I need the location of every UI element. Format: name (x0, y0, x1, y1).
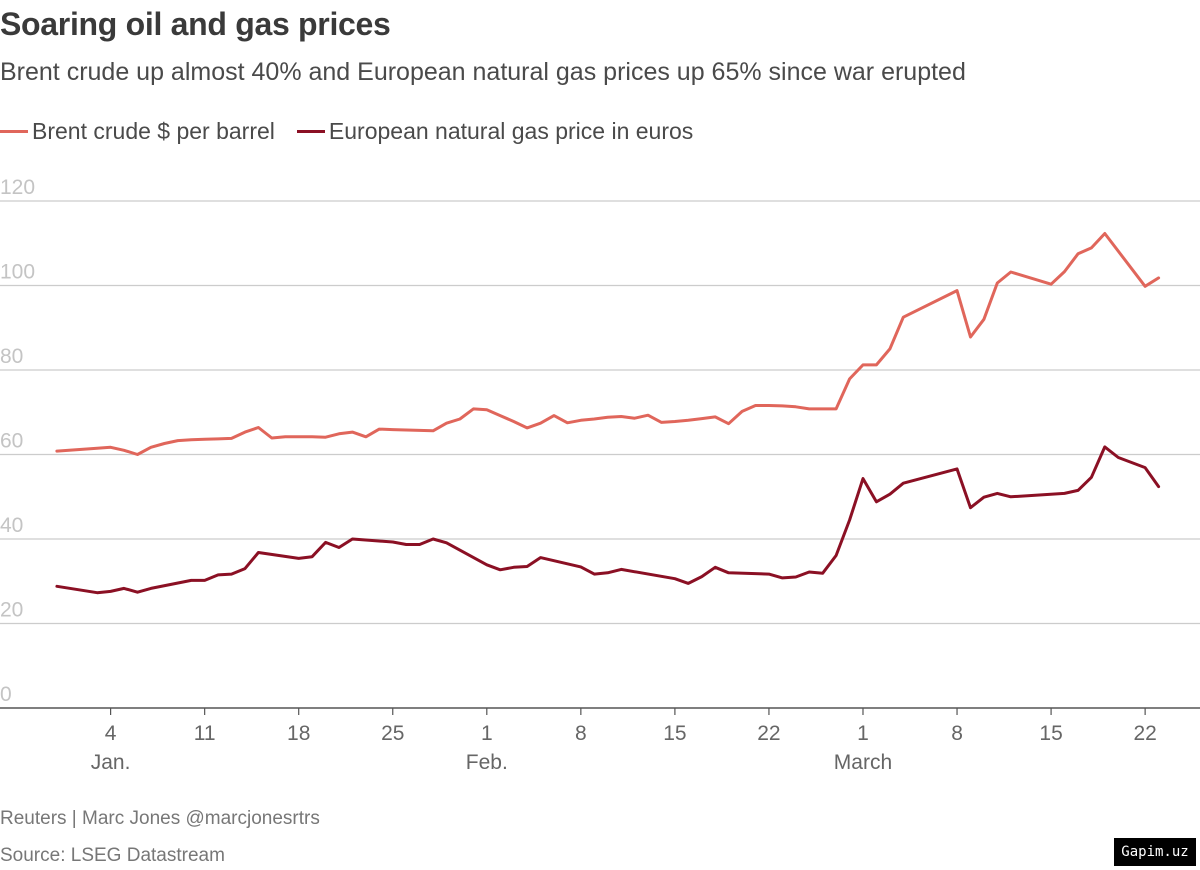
x-tick-label-5: 8 (575, 722, 587, 745)
legend-swatch-brent (0, 130, 28, 133)
x-tick-label-2: 18 (287, 722, 310, 745)
source-line: Source: LSEG Datastream (0, 845, 225, 866)
x-tick-sublabel-4: Feb. (466, 751, 508, 774)
x-tick-label-4: 1 (481, 722, 493, 745)
x-tick-label-8: 1 (857, 722, 869, 745)
x-tick-label-6: 15 (663, 722, 686, 745)
chart-legend: Brent crude $ per barrel European natura… (0, 118, 715, 145)
chart-subtitle: Brent crude up almost 40% and European n… (0, 58, 966, 86)
y-tick-label-0: 0 (0, 683, 12, 706)
y-tick-label-80: 80 (0, 345, 23, 368)
x-tick-label-11: 22 (1133, 722, 1156, 745)
x-tick-sublabel-0: Jan. (91, 751, 131, 774)
y-tick-label-20: 20 (0, 599, 23, 622)
x-tick-label-1: 11 (194, 722, 216, 745)
legend-swatch-gas (296, 130, 325, 133)
x-tick-label-9: 8 (951, 722, 963, 745)
y-tick-label-120: 120 (0, 176, 35, 199)
legend-label-gas: European natural gas price in euros (328, 118, 694, 144)
x-tick-label-10: 15 (1039, 722, 1062, 745)
chart-title: Soaring oil and gas prices (0, 6, 391, 42)
x-tick-sublabel-8: March (834, 751, 892, 774)
x-tick-label-0: 4 (105, 722, 117, 745)
x-tick-label-7: 22 (757, 722, 780, 745)
credit-line: Reuters | Marc Jones @marcjonesrtrs (0, 808, 320, 829)
watermark-badge: Gapim.uz (1114, 838, 1196, 866)
legend-item-gas: European natural gas price in euros (296, 118, 694, 145)
y-tick-label-40: 40 (0, 514, 23, 537)
legend-label-brent: Brent crude $ per barrel (32, 118, 275, 144)
y-tick-label-100: 100 (0, 261, 35, 284)
x-tick-label-3: 25 (381, 722, 404, 745)
series-line-brent (55, 232, 1161, 456)
legend-item-brent: Brent crude $ per barrel (0, 118, 275, 145)
line-chart: 0 20 40 60 80 100 120 4 Jan. 11 18 25 1 Feb. 8 15 22 1 Mar… (0, 176, 1200, 774)
series-line-gas (55, 445, 1161, 595)
y-tick-label-60: 60 (0, 430, 23, 453)
